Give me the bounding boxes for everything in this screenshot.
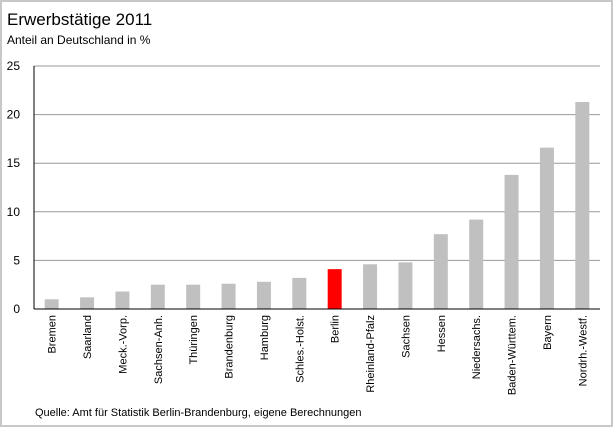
bar <box>221 283 236 309</box>
x-tick-label: Sachsen <box>400 315 412 358</box>
bar <box>469 219 484 309</box>
bar <box>150 284 165 309</box>
x-tick-label: Hamburg <box>259 315 271 360</box>
axes <box>33 66 600 310</box>
y-tick-label: 15 <box>7 156 21 170</box>
x-tick-label: Sachsen-Anh. <box>153 315 165 384</box>
bar <box>186 284 201 309</box>
x-tick-label: Thüringen <box>188 315 200 365</box>
x-tick-label: Niedersachs. <box>471 315 483 379</box>
bar <box>327 269 342 309</box>
y-tick-label: 5 <box>13 253 20 267</box>
y-tick-label: 20 <box>7 108 21 122</box>
y-tick-label: 0 <box>13 302 20 316</box>
bar <box>575 101 590 310</box>
y-tick-label: 25 <box>7 59 21 73</box>
chart-title: Erwerbstätige 2011 <box>7 10 153 29</box>
chart-subtitle: Anteil an Deutschland in % <box>7 33 151 47</box>
y-tick-label: 10 <box>7 205 21 219</box>
bar <box>292 277 307 309</box>
x-tick-label: Baden-Württem. <box>507 315 519 395</box>
x-tick-label: Hessen <box>436 315 448 352</box>
bar <box>539 147 554 309</box>
bar <box>398 262 413 309</box>
y-axis-ticks: 0 5 10 15 20 25 <box>7 59 21 316</box>
bar <box>115 291 130 309</box>
x-axis-labels: Bremen Saarland Meck.-Vorp. Sachsen-Anh. Thü… <box>47 315 590 395</box>
x-tick-label: Brandenburg <box>224 315 236 379</box>
x-tick-label: Bayern <box>542 315 554 350</box>
bar <box>504 174 519 309</box>
bars <box>44 101 590 310</box>
x-tick-label: Bremen <box>47 315 59 354</box>
bar <box>44 299 59 309</box>
x-tick-label: Saarland <box>82 315 94 359</box>
x-tick-label: Rheinland-Pfalz <box>365 315 377 393</box>
x-tick-label: Schles.-Holst. <box>294 315 306 383</box>
bar <box>256 281 271 309</box>
source-note: Quelle: Amt für Statistik Berlin-Branden… <box>35 407 362 419</box>
bar <box>433 234 448 309</box>
bar <box>80 297 95 309</box>
x-tick-label: Nordrh.-Westf. <box>577 315 589 386</box>
x-tick-label: Meck.-Vorp. <box>117 315 129 374</box>
x-tick-label: Berlin <box>330 315 342 343</box>
bar <box>363 264 378 309</box>
